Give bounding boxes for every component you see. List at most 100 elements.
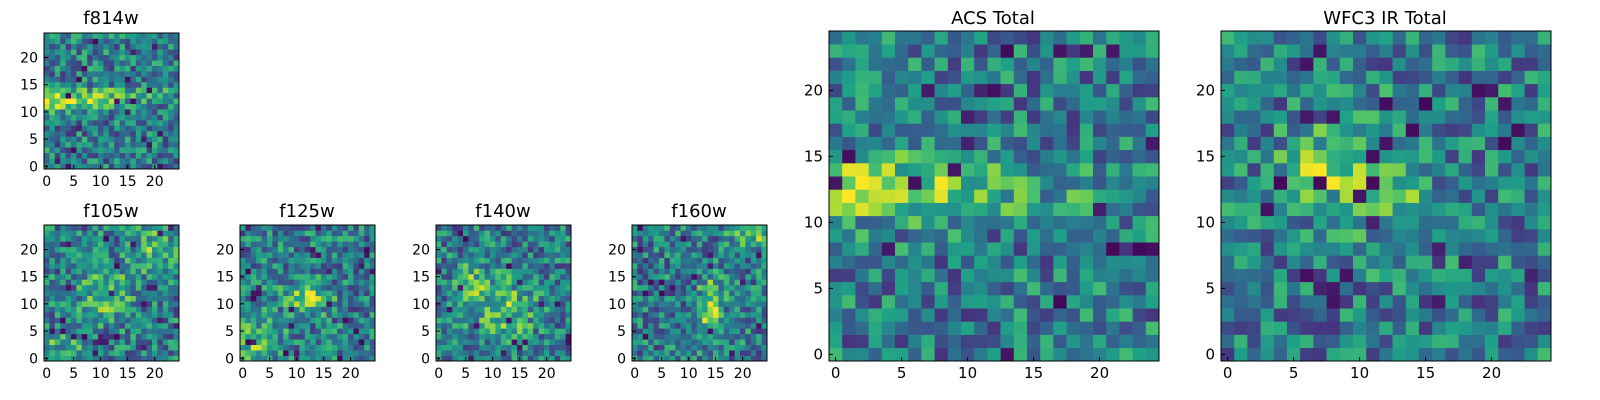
- heatmap-cell: [92, 103, 99, 110]
- heatmap-cell: [65, 235, 72, 242]
- heatmap-cell: [240, 225, 246, 231]
- heatmap-cell: [669, 235, 676, 242]
- heatmap-cell: [157, 147, 164, 153]
- heatmap-cell: [533, 235, 539, 242]
- x-tick-label: 15: [707, 366, 725, 382]
- heatmap-cell: [1353, 83, 1367, 98]
- heatmap-cell: [702, 339, 708, 345]
- heatmap-cell: [65, 241, 72, 248]
- heatmap-cell: [457, 328, 464, 335]
- heatmap-cell: [696, 328, 703, 335]
- heatmap-cell: [60, 333, 66, 340]
- heatmap-cell: [1405, 31, 1420, 45]
- heatmap-cell: [1485, 149, 1499, 164]
- heatmap-cell: [119, 141, 126, 148]
- heatmap-cell: [707, 225, 714, 231]
- heatmap-cell: [1353, 149, 1367, 164]
- heatmap-cell: [1000, 334, 1015, 349]
- heatmap-cell: [168, 273, 174, 280]
- heatmap-cell: [114, 125, 120, 132]
- heatmap-cell: [92, 136, 99, 143]
- heatmap-cell: [1458, 70, 1473, 85]
- heatmap-cell: [446, 284, 453, 291]
- heatmap-cell: [1000, 347, 1015, 362]
- heatmap-cell: [261, 333, 268, 340]
- heatmap-cell: [1040, 176, 1054, 190]
- heatmap-cell: [168, 246, 174, 253]
- heatmap-cell: [1221, 281, 1235, 296]
- heatmap-cell: [533, 339, 539, 345]
- heatmap-cell: [441, 339, 448, 345]
- heatmap-cell: [1079, 44, 1094, 58]
- heatmap-cell: [868, 308, 883, 322]
- heatmap-cell: [321, 230, 327, 237]
- heatmap-cell: [632, 350, 638, 356]
- heatmap-cell: [1445, 110, 1459, 124]
- heatmap-cell: [1537, 334, 1552, 349]
- heatmap-cell: [44, 241, 50, 248]
- heatmap-cell: [659, 312, 665, 318]
- heatmap-cell: [1027, 70, 1041, 85]
- heatmap-cell: [696, 290, 703, 297]
- heatmap-cell: [675, 290, 681, 297]
- heatmap-cell: [696, 355, 703, 362]
- heatmap-cell: [108, 125, 115, 132]
- heatmap-cell: [648, 252, 654, 258]
- heatmap-cell: [1445, 31, 1459, 45]
- heatmap-cell: [130, 130, 137, 137]
- heatmap-cell: [304, 268, 311, 275]
- heatmap-cell: [500, 268, 507, 275]
- heatmap-cell: [71, 130, 77, 137]
- heatmap-cell: [87, 87, 93, 94]
- heatmap-cell: [54, 295, 61, 302]
- heatmap-cell: [868, 295, 883, 309]
- heatmap-cell: [152, 344, 158, 351]
- heatmap-cell: [337, 230, 343, 237]
- heatmap-cell: [1419, 149, 1433, 164]
- heatmap-cell: [686, 284, 692, 291]
- heatmap-cell: [364, 312, 370, 318]
- x-tick-label: 10: [484, 366, 502, 382]
- heatmap-cell: [642, 355, 649, 362]
- heatmap-cell: [87, 241, 93, 248]
- heatmap-cell: [761, 279, 768, 286]
- heatmap-cell: [310, 328, 316, 335]
- heatmap-cell: [87, 225, 93, 231]
- heatmap-cell: [637, 241, 644, 248]
- heatmap-cell: [54, 252, 61, 258]
- heatmap-cell: [321, 257, 327, 264]
- heatmap-cell: [544, 306, 550, 313]
- heatmap-cell: [1040, 110, 1054, 124]
- heatmap-cell: [108, 328, 115, 335]
- heatmap-cell: [348, 328, 354, 335]
- heatmap-cell: [152, 49, 158, 56]
- heatmap-cell: [173, 350, 180, 356]
- heatmap-cell: [974, 149, 988, 164]
- heatmap-cell: [974, 347, 988, 362]
- heatmap-cell: [1471, 347, 1486, 362]
- heatmap-cell: [675, 230, 681, 237]
- heatmap-cell: [353, 312, 360, 318]
- heatmap-cell: [1132, 163, 1147, 177]
- heatmap-cell: [538, 328, 545, 335]
- heatmap-cell: [141, 252, 147, 258]
- heatmap-cell: [283, 241, 289, 248]
- heatmap-cell: [125, 252, 131, 258]
- x-tick-label: 20: [538, 366, 556, 382]
- heatmap-cell: [713, 235, 719, 242]
- heatmap-cell: [1485, 189, 1499, 203]
- heatmap-cell: [565, 312, 572, 318]
- heatmap-cell: [54, 284, 61, 291]
- heatmap-cell: [315, 246, 322, 253]
- heatmap-cell: [463, 268, 469, 275]
- heatmap-cell: [125, 81, 131, 88]
- heatmap-cell: [49, 43, 56, 50]
- heatmap-cell: [1537, 57, 1552, 71]
- heatmap-cell: [81, 257, 88, 264]
- heatmap-cell: [680, 273, 687, 280]
- heatmap-cell: [702, 295, 708, 302]
- heatmap-cell: [272, 284, 279, 291]
- heatmap-cell: [490, 295, 496, 302]
- heatmap-cell: [152, 230, 158, 237]
- axes-frame-f814w: [43, 32, 180, 170]
